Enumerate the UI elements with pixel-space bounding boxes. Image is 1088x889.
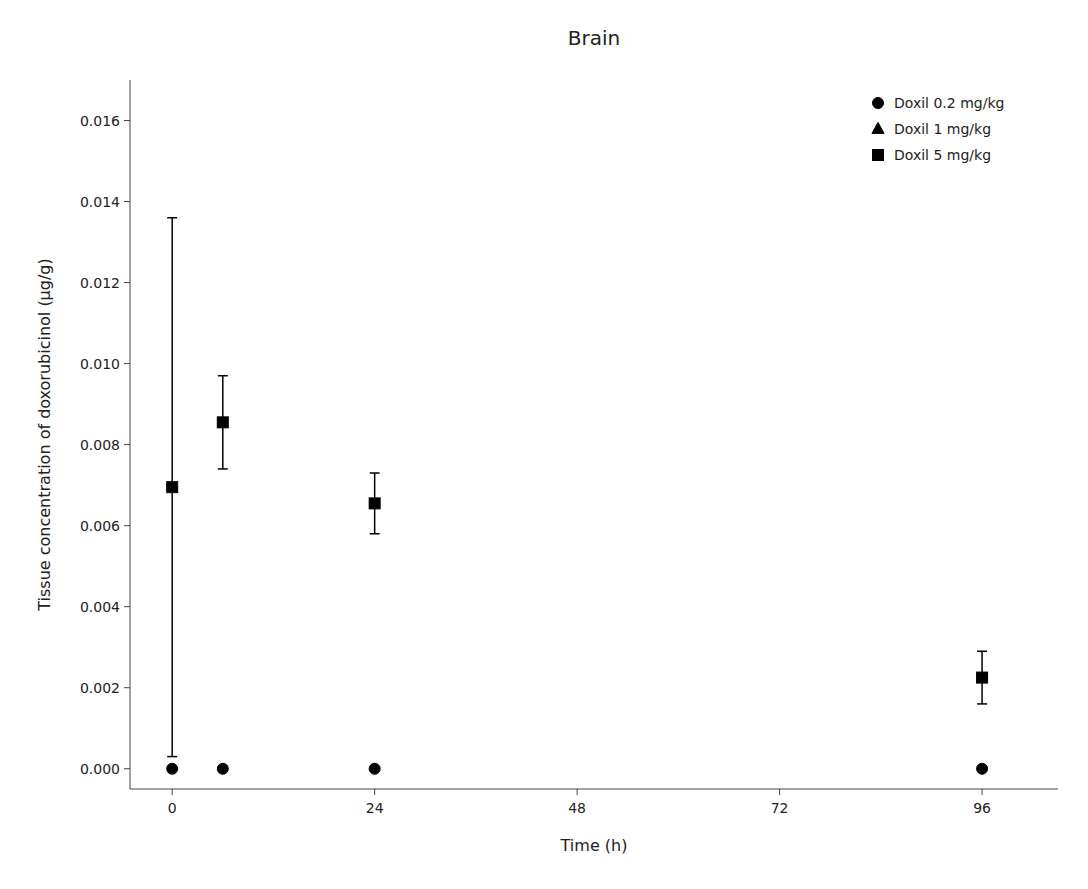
- error-bar-cap: [167, 756, 177, 758]
- y-tick: [124, 120, 130, 121]
- error-bar-cap: [370, 533, 380, 535]
- error-bar-cap: [977, 703, 987, 705]
- legend-label: Doxil 0.2 mg/kg: [894, 95, 1004, 111]
- error-bar-cap: [977, 651, 987, 653]
- legend-label: Doxil 1 mg/kg: [894, 121, 991, 137]
- y-tick-label: 0.010: [80, 356, 120, 372]
- point: [167, 482, 178, 493]
- x-tick: [779, 789, 780, 795]
- y-tick: [124, 363, 130, 364]
- x-tick: [982, 789, 983, 795]
- plot-area: [167, 218, 988, 774]
- point: [369, 763, 380, 774]
- x-axis-label: Time (h): [560, 836, 628, 855]
- x-tick: [172, 789, 173, 795]
- error-bar-cap: [218, 468, 228, 470]
- y-tick: [124, 282, 130, 283]
- x-tick-label: 24: [366, 800, 384, 816]
- error-bar: [167, 218, 177, 757]
- legend: Doxil 0.2 mg/kg Doxil 1 mg/kg Doxil 5 mg/k…: [872, 95, 1004, 163]
- point: [977, 763, 988, 774]
- x-tick: [374, 789, 375, 795]
- error-bar-cap: [167, 217, 177, 219]
- point: [217, 417, 228, 428]
- y-tick: [124, 201, 130, 202]
- y-tick: [124, 768, 130, 769]
- y-tick-label: 0.014: [80, 194, 120, 210]
- y-tick: [124, 687, 130, 688]
- x-tick-label: 72: [771, 800, 789, 816]
- y-tick: [124, 606, 130, 607]
- y-tick-label: 0.016: [80, 113, 120, 129]
- x-tick: [577, 789, 578, 795]
- y-axis-line: [130, 80, 131, 789]
- legend-marker: [873, 150, 884, 161]
- error-bar: [977, 651, 987, 704]
- legend-label: Doxil 5 mg/kg: [894, 147, 991, 163]
- title: Brain: [568, 26, 620, 50]
- point: [217, 763, 228, 774]
- y-tick-label: 0.006: [80, 518, 120, 534]
- error-bar-cap: [370, 472, 380, 474]
- legend-marker: [872, 122, 884, 133]
- error-bar-cap: [218, 375, 228, 377]
- x-tick-label: 96: [973, 800, 991, 816]
- error-bar: [370, 473, 380, 534]
- x-tick-label: 0: [168, 800, 177, 816]
- series: [167, 218, 988, 757]
- y-tick-label: 0.000: [80, 761, 120, 777]
- legend-marker: [873, 98, 884, 109]
- series: [167, 763, 988, 774]
- y-tick-label: 0.008: [80, 437, 120, 453]
- x-tick-label: 48: [568, 800, 586, 816]
- y-tick-label: 0.012: [80, 275, 120, 291]
- y-axis-label: Tissue concentration of doxorubicinol (μ…: [35, 258, 54, 611]
- point: [167, 763, 178, 774]
- point: [977, 672, 988, 683]
- y-tick: [124, 525, 130, 526]
- chart: Brain 0 24 48 72 96 0.000 0.002 0.004 0.006 0.008 0…: [0, 0, 1088, 889]
- y-tick-label: 0.002: [80, 680, 120, 696]
- x-axis-line: [130, 789, 1058, 790]
- y-tick-label: 0.004: [80, 599, 120, 615]
- error-bar: [218, 376, 228, 469]
- y-tick: [124, 444, 130, 445]
- point: [369, 498, 380, 509]
